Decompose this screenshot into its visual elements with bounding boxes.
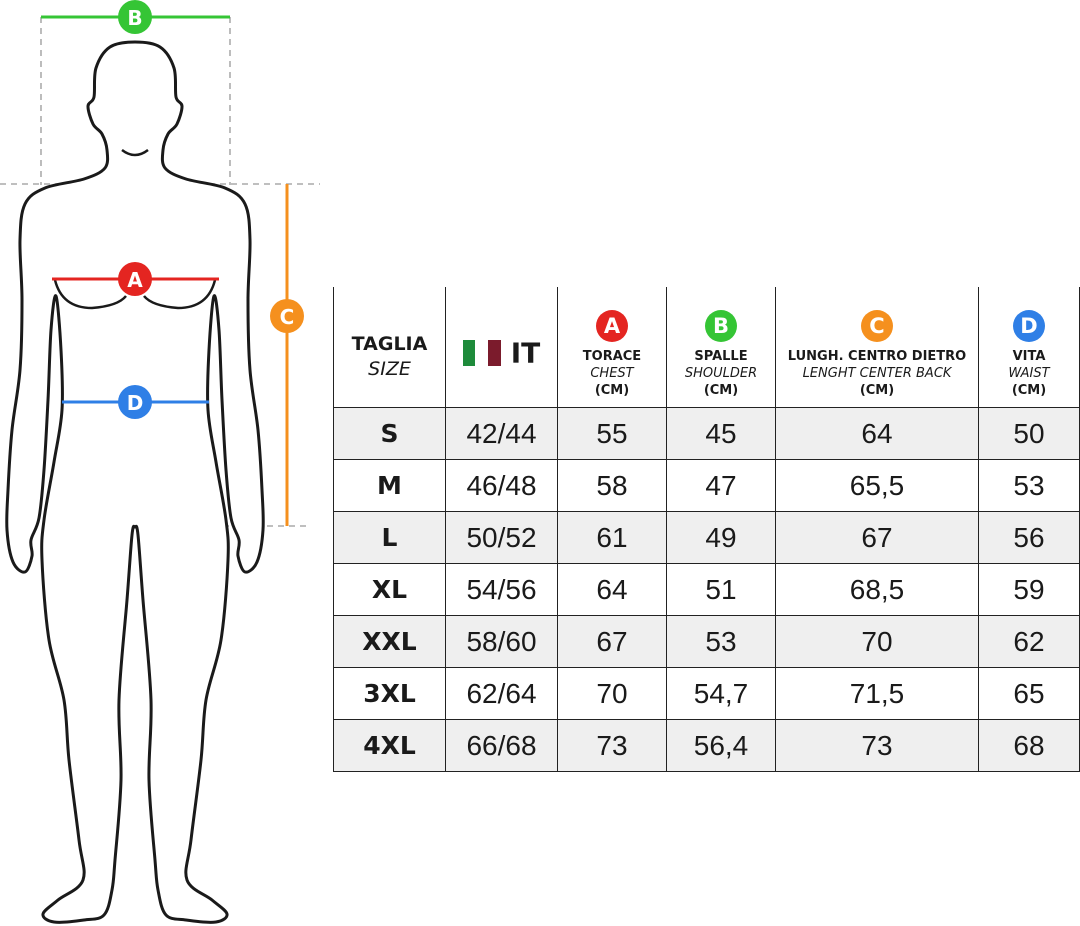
value-cell: 62 bbox=[978, 615, 1080, 668]
marker-a-label: A bbox=[127, 268, 143, 292]
column-sublabel: CHEST bbox=[590, 366, 634, 381]
size-cell: M bbox=[333, 459, 446, 512]
size-table: TAGLIA SIZE IT A TORACE CHEST (CM) B SPALLE SHOUL… bbox=[333, 287, 1080, 772]
value-cell: 47 bbox=[666, 459, 776, 512]
value-cell: 65,5 bbox=[775, 459, 979, 512]
badge: D bbox=[1013, 310, 1045, 342]
header-row: TAGLIA SIZE IT A TORACE CHEST (CM) B SPALLE SHOUL… bbox=[333, 287, 1080, 408]
size-cell: L bbox=[333, 511, 446, 564]
value-cell: 64 bbox=[775, 407, 979, 460]
marker-c-label: C bbox=[280, 305, 295, 329]
flag-stripe bbox=[488, 340, 501, 366]
value-cell: 70 bbox=[557, 667, 667, 720]
column-label: LUNGH. CENTRO DIETRO bbox=[787, 349, 967, 364]
flag-stripe bbox=[475, 340, 489, 366]
value-cell: 71,5 bbox=[775, 667, 979, 720]
badge: B bbox=[705, 310, 737, 342]
column-sublabel: LENGHT CENTER BACK bbox=[802, 366, 952, 381]
value-cell: 73 bbox=[775, 719, 979, 772]
column-header: C LUNGH. CENTRO DIETRO LENGHT CENTER BACK (… bbox=[775, 287, 979, 408]
size-cell: S bbox=[333, 407, 446, 460]
column-label: SPALLE bbox=[694, 349, 748, 364]
value-cell: 42/44 bbox=[445, 407, 558, 460]
value-cell: 58 bbox=[557, 459, 667, 512]
value-cell: 54/56 bbox=[445, 563, 558, 616]
table-row: L 50/52 61 49 67 56 bbox=[333, 511, 1080, 564]
value-cell: 73 bbox=[557, 719, 667, 772]
table-row: M 46/48 58 47 65,5 53 bbox=[333, 459, 1080, 512]
silhouette bbox=[5, 40, 265, 924]
value-cell: 59 bbox=[978, 563, 1080, 616]
marker-b bbox=[118, 0, 152, 34]
value-cell: 49 bbox=[666, 511, 776, 564]
column-header: IT bbox=[445, 287, 558, 408]
value-cell: 67 bbox=[557, 615, 667, 668]
value-cell: 61 bbox=[557, 511, 667, 564]
value-cell: 46/48 bbox=[445, 459, 558, 512]
value-cell: 56,4 bbox=[666, 719, 776, 772]
column-label: VITA bbox=[1012, 349, 1046, 364]
table-body: S 42/44 55 45 64 50 M 46/48 58 47 65,5 53 L 50/52 61 49… bbox=[333, 407, 1080, 772]
marker-a bbox=[118, 262, 152, 296]
value-cell: 45 bbox=[666, 407, 776, 460]
table-row: XXL 58/60 67 53 70 62 bbox=[333, 615, 1080, 668]
table-row: S 42/44 55 45 64 50 bbox=[333, 407, 1080, 460]
table-row: 4XL 66/68 73 56,4 73 68 bbox=[333, 719, 1080, 772]
column-unit: (CM) bbox=[703, 383, 739, 398]
body-details bbox=[53, 148, 217, 310]
badge: A bbox=[596, 310, 628, 342]
value-cell: 50/52 bbox=[445, 511, 558, 564]
column-header: A TORACE CHEST (CM) bbox=[557, 287, 667, 408]
value-cell: 68,5 bbox=[775, 563, 979, 616]
value-cell: 51 bbox=[666, 563, 776, 616]
column-sublabel: SHOULDER bbox=[684, 366, 758, 381]
badge: C bbox=[861, 310, 893, 342]
column-header: TAGLIA SIZE bbox=[333, 287, 446, 408]
flag-icon bbox=[462, 340, 501, 366]
column-header: B SPALLE SHOULDER (CM) bbox=[666, 287, 776, 408]
value-cell: 62/64 bbox=[445, 667, 558, 720]
marker-b-label: B bbox=[127, 6, 142, 30]
size-cell: 4XL bbox=[333, 719, 446, 772]
column-label: IT bbox=[510, 336, 541, 370]
size-cell: XXL bbox=[333, 615, 446, 668]
marker-d-label: D bbox=[127, 391, 144, 415]
body-figure: B A D C bbox=[0, 0, 320, 924]
table-row: 3XL 62/64 70 54,7 71,5 65 bbox=[333, 667, 1080, 720]
value-cell: 53 bbox=[666, 615, 776, 668]
value-cell: 50 bbox=[978, 407, 1080, 460]
size-cell: XL bbox=[333, 563, 446, 616]
value-cell: 66/68 bbox=[445, 719, 558, 772]
column-label: TORACE bbox=[582, 349, 642, 364]
value-cell: 65 bbox=[978, 667, 1080, 720]
size-cell: 3XL bbox=[333, 667, 446, 720]
column-header: D VITA WAIST (CM) bbox=[978, 287, 1080, 408]
value-cell: 64 bbox=[557, 563, 667, 616]
value-cell: 70 bbox=[775, 615, 979, 668]
value-cell: 68 bbox=[978, 719, 1080, 772]
column-label: TAGLIA bbox=[351, 333, 428, 355]
value-cell: 67 bbox=[775, 511, 979, 564]
column-sublabel: SIZE bbox=[368, 358, 411, 380]
value-cell: 54,7 bbox=[666, 667, 776, 720]
value-cell: 58/60 bbox=[445, 615, 558, 668]
value-cell: 56 bbox=[978, 511, 1080, 564]
column-unit: (CM) bbox=[1011, 383, 1047, 398]
value-cell: 55 bbox=[557, 407, 667, 460]
value-cell: 53 bbox=[978, 459, 1080, 512]
column-sublabel: WAIST bbox=[1008, 366, 1050, 381]
column-unit: (CM) bbox=[594, 383, 630, 398]
column-unit: (CM) bbox=[859, 383, 895, 398]
flag-stripe bbox=[462, 340, 476, 366]
marker-c bbox=[270, 299, 304, 333]
marker-d bbox=[118, 385, 152, 419]
table-row: XL 54/56 64 51 68,5 59 bbox=[333, 563, 1080, 616]
